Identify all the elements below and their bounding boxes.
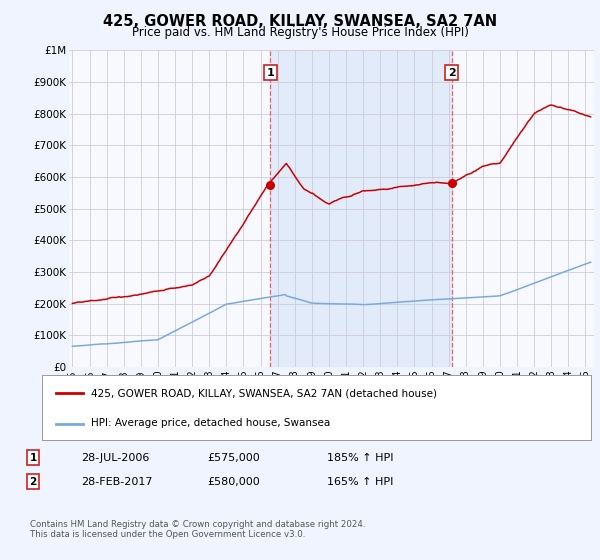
Text: 425, GOWER ROAD, KILLAY, SWANSEA, SA2 7AN (detached house): 425, GOWER ROAD, KILLAY, SWANSEA, SA2 7A… — [91, 388, 437, 398]
Text: Contains HM Land Registry data © Crown copyright and database right 2024.
This d: Contains HM Land Registry data © Crown c… — [30, 520, 365, 539]
Text: £580,000: £580,000 — [207, 477, 260, 487]
Text: 185% ↑ HPI: 185% ↑ HPI — [327, 452, 394, 463]
Text: 165% ↑ HPI: 165% ↑ HPI — [327, 477, 394, 487]
Text: Price paid vs. HM Land Registry's House Price Index (HPI): Price paid vs. HM Land Registry's House … — [131, 26, 469, 39]
Text: £575,000: £575,000 — [207, 452, 260, 463]
Text: 28-JUL-2006: 28-JUL-2006 — [81, 452, 149, 463]
Text: HPI: Average price, detached house, Swansea: HPI: Average price, detached house, Swan… — [91, 418, 331, 428]
Text: 1: 1 — [266, 68, 274, 77]
Bar — [270, 50, 452, 367]
Text: 2: 2 — [29, 477, 37, 487]
Text: 425, GOWER ROAD, KILLAY, SWANSEA, SA2 7AN: 425, GOWER ROAD, KILLAY, SWANSEA, SA2 7A… — [103, 14, 497, 29]
Text: 2: 2 — [448, 68, 455, 77]
Text: 1: 1 — [29, 452, 37, 463]
Text: 28-FEB-2017: 28-FEB-2017 — [81, 477, 152, 487]
